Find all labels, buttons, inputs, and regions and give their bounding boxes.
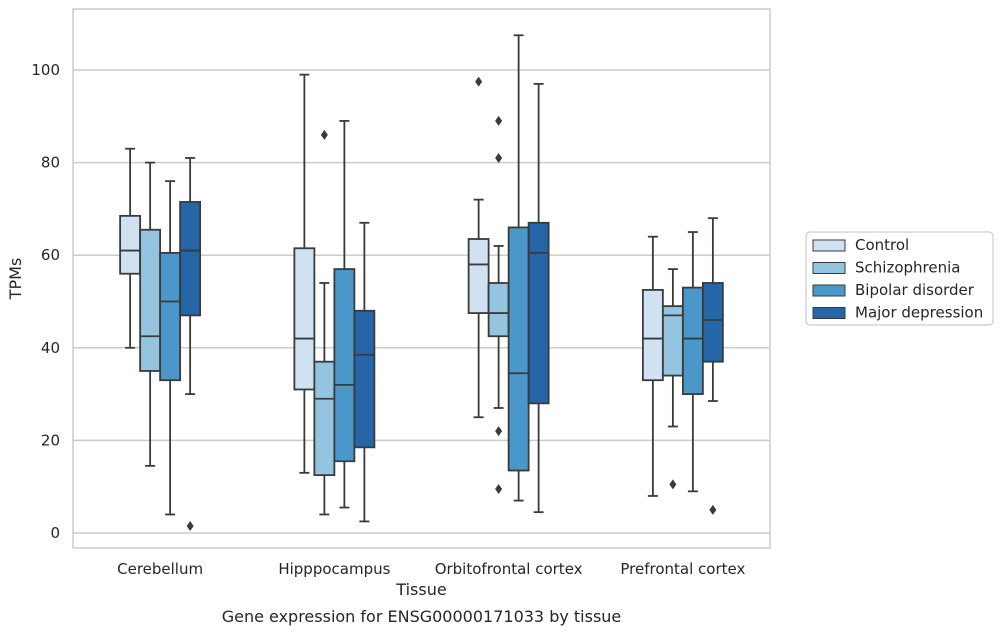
outlier-point [186, 521, 194, 532]
box [467, 238, 490, 314]
box-group [467, 76, 490, 419]
box-group [159, 180, 182, 516]
box-group [681, 231, 704, 493]
legend-label: Schizophrenia [855, 259, 960, 277]
outlier-point [495, 484, 503, 495]
x-tick-label: Prefrontal cortex [620, 560, 745, 578]
box [119, 214, 142, 275]
outlier-point [475, 76, 483, 87]
legend-swatch [812, 307, 846, 319]
outlier-point [669, 479, 677, 490]
y-tick-label: 20 [41, 431, 60, 449]
box-group [701, 217, 724, 515]
outlier-point [320, 129, 328, 140]
legend-swatch [812, 284, 846, 297]
legend-label: Major depression [855, 304, 983, 322]
box-group [507, 34, 530, 502]
box-group [313, 129, 336, 516]
legend: Control Schizophrenia Bipolar disorder Majo… [805, 231, 994, 326]
legend-label: Control [855, 236, 909, 254]
box-group [641, 235, 664, 497]
x-tick-label: Hipppocampus [278, 560, 390, 578]
box [641, 289, 664, 382]
legend-swatch [812, 262, 846, 274]
box [661, 305, 684, 377]
box [701, 282, 724, 363]
box-group [527, 82, 550, 514]
x-axis-label: Tissue [395, 580, 446, 599]
box-group [487, 115, 510, 495]
outlier-point [495, 152, 503, 163]
legend-frame [805, 231, 994, 326]
box [333, 268, 356, 463]
y-tick-label: 60 [41, 246, 60, 264]
y-axis-label: TPMs [6, 258, 25, 301]
box-group [139, 161, 162, 467]
y-tick-label: 100 [31, 61, 60, 79]
box-group [179, 157, 202, 532]
chart-title: Gene expression for ENSG00000171033 by t… [222, 607, 622, 626]
box [681, 286, 704, 395]
legend-swatch [812, 239, 846, 252]
box [313, 360, 336, 477]
legend-label: Bipolar disorder [855, 281, 975, 299]
box-group [293, 73, 316, 474]
box [487, 282, 510, 338]
x-tick-label: Orbitofrontal cortex [435, 560, 583, 578]
box-group [353, 221, 376, 523]
outlier-point [495, 426, 503, 437]
outlier-point [709, 504, 717, 515]
x-axis-ticks: Cerebellum Hipppocampus Orbitofrontal cort… [117, 560, 745, 578]
box [179, 201, 202, 317]
y-tick-label: 80 [41, 154, 60, 172]
box [353, 309, 376, 449]
box [293, 247, 316, 391]
box [507, 226, 530, 472]
y-tick-label: 0 [50, 524, 60, 542]
box-group [119, 147, 142, 349]
plot-frame [72, 8, 771, 549]
box [139, 228, 162, 372]
x-tick-label: Cerebellum [117, 560, 203, 578]
outlier-point [495, 115, 503, 126]
y-axis-ticks: 0 20 40 60 80 100 [31, 61, 60, 542]
box [159, 251, 182, 382]
y-tick-label: 40 [41, 339, 60, 357]
boxes [119, 34, 724, 532]
box-group [333, 120, 356, 509]
box-group [661, 268, 684, 490]
box [527, 221, 550, 405]
